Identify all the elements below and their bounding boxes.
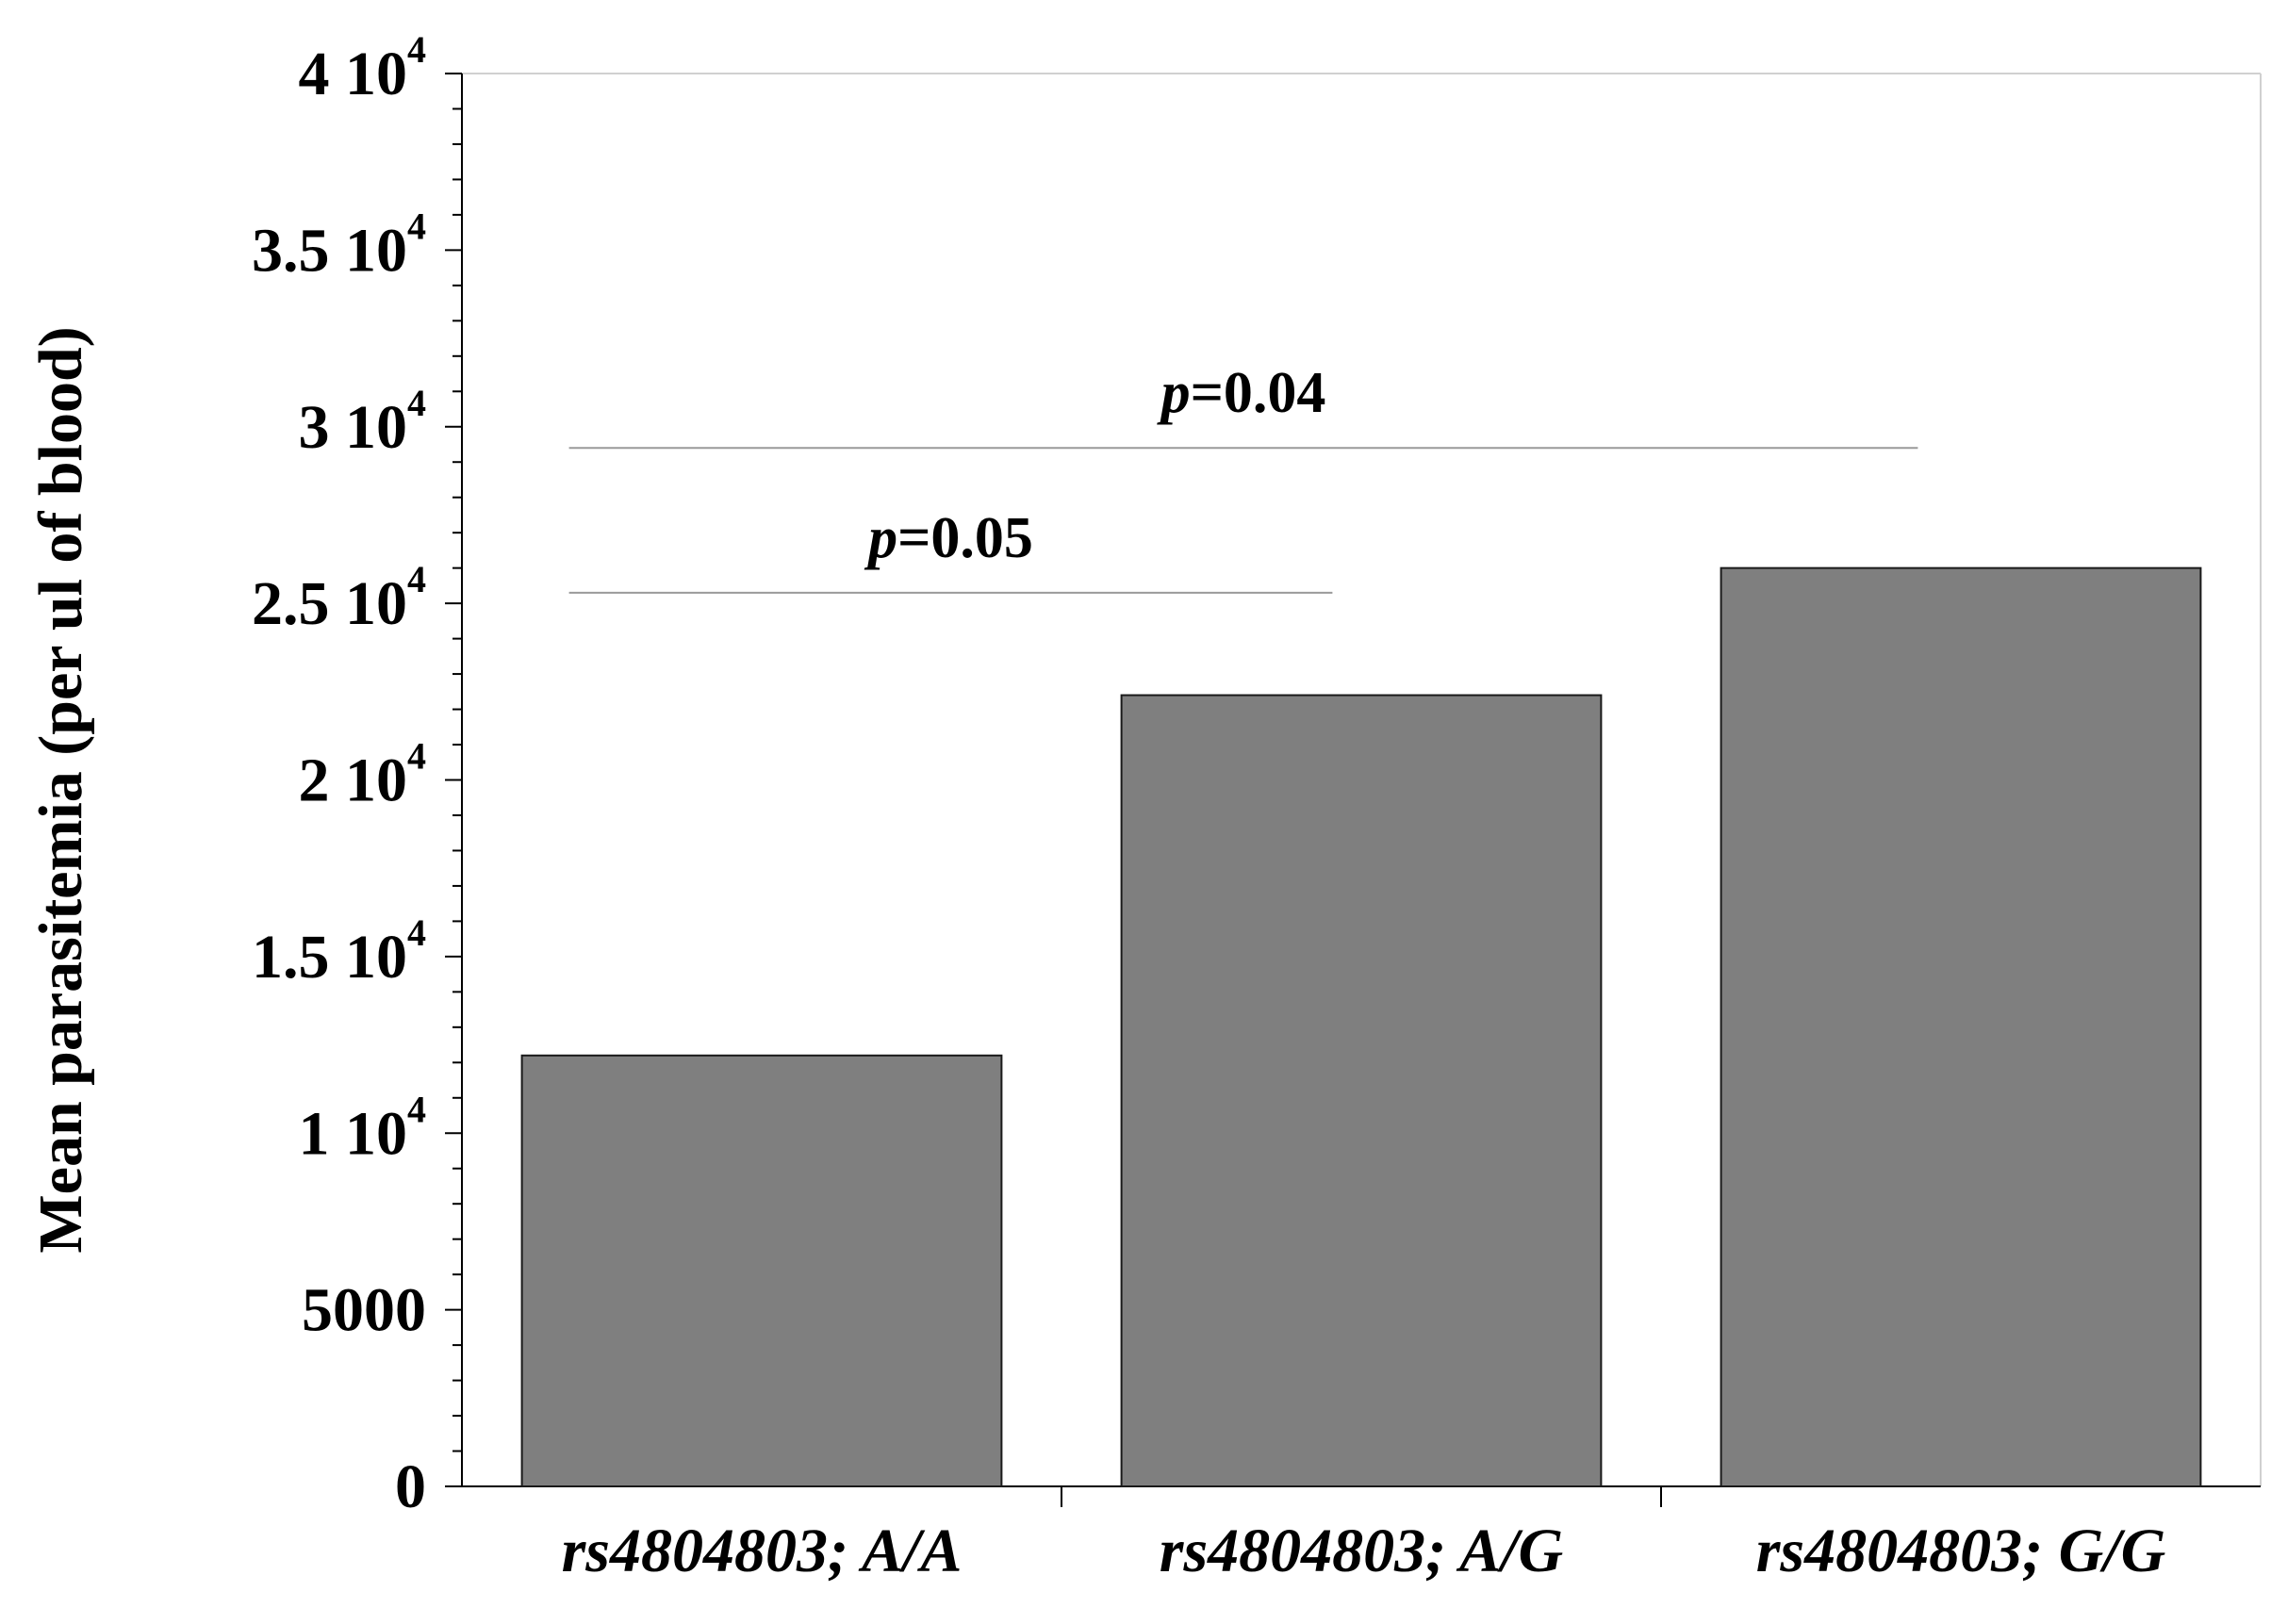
x-tick-label: rs4804803; A/A (562, 1517, 963, 1585)
y-axis-label: Mean parasitemia (per ul of blood) (26, 326, 95, 1253)
y-tick-exponent: 4 (407, 558, 426, 600)
y-tick-exponent: 4 (407, 1088, 426, 1130)
y-tick-exponent: 4 (407, 911, 426, 954)
y-tick-label: 2.5 104 (252, 558, 426, 638)
y-tick-label: 2 104 (299, 735, 427, 815)
y-tick-label: 1 104 (299, 1088, 427, 1168)
y-tick-label: 4 104 (299, 28, 427, 108)
x-tick-label: rs4804803; A/G (1160, 1517, 1563, 1585)
y-tick-exponent: 4 (407, 382, 426, 424)
y-tick-exponent: 4 (407, 735, 426, 778)
y-tick-label: 5000 (302, 1276, 426, 1345)
bar (1120, 694, 1603, 1487)
y-tick-label: 0 (395, 1452, 426, 1521)
bar (1720, 566, 2202, 1487)
significance-annotations: p=0.05 p=0.04 (568, 361, 1918, 594)
y-tick-exponent: 4 (407, 205, 426, 247)
p-value-label: p=0.05 (864, 506, 1033, 570)
bars (520, 566, 2202, 1488)
x-tick-label: rs4804803; G/G (1756, 1517, 2166, 1585)
bar (520, 1054, 1003, 1488)
y-tick-exponent: 4 (407, 28, 426, 71)
p-value-label: p=0.04 (1157, 361, 1326, 425)
p-symbol: p (864, 506, 897, 570)
y-tick-label: 3.5 104 (252, 205, 426, 285)
y-tick-label: 1.5 104 (252, 911, 426, 992)
p-symbol: p (1157, 361, 1191, 425)
y-tick-label: 3 104 (299, 382, 427, 462)
x-axis-ticks: rs4804803; A/A rs4804803; A/G rs4804803; G… (562, 1486, 2166, 1585)
y-axis-ticks: 0 5000 1 104 1.5 104 2 104 2.5 104 3 104 3.5 10… (252, 28, 462, 1521)
